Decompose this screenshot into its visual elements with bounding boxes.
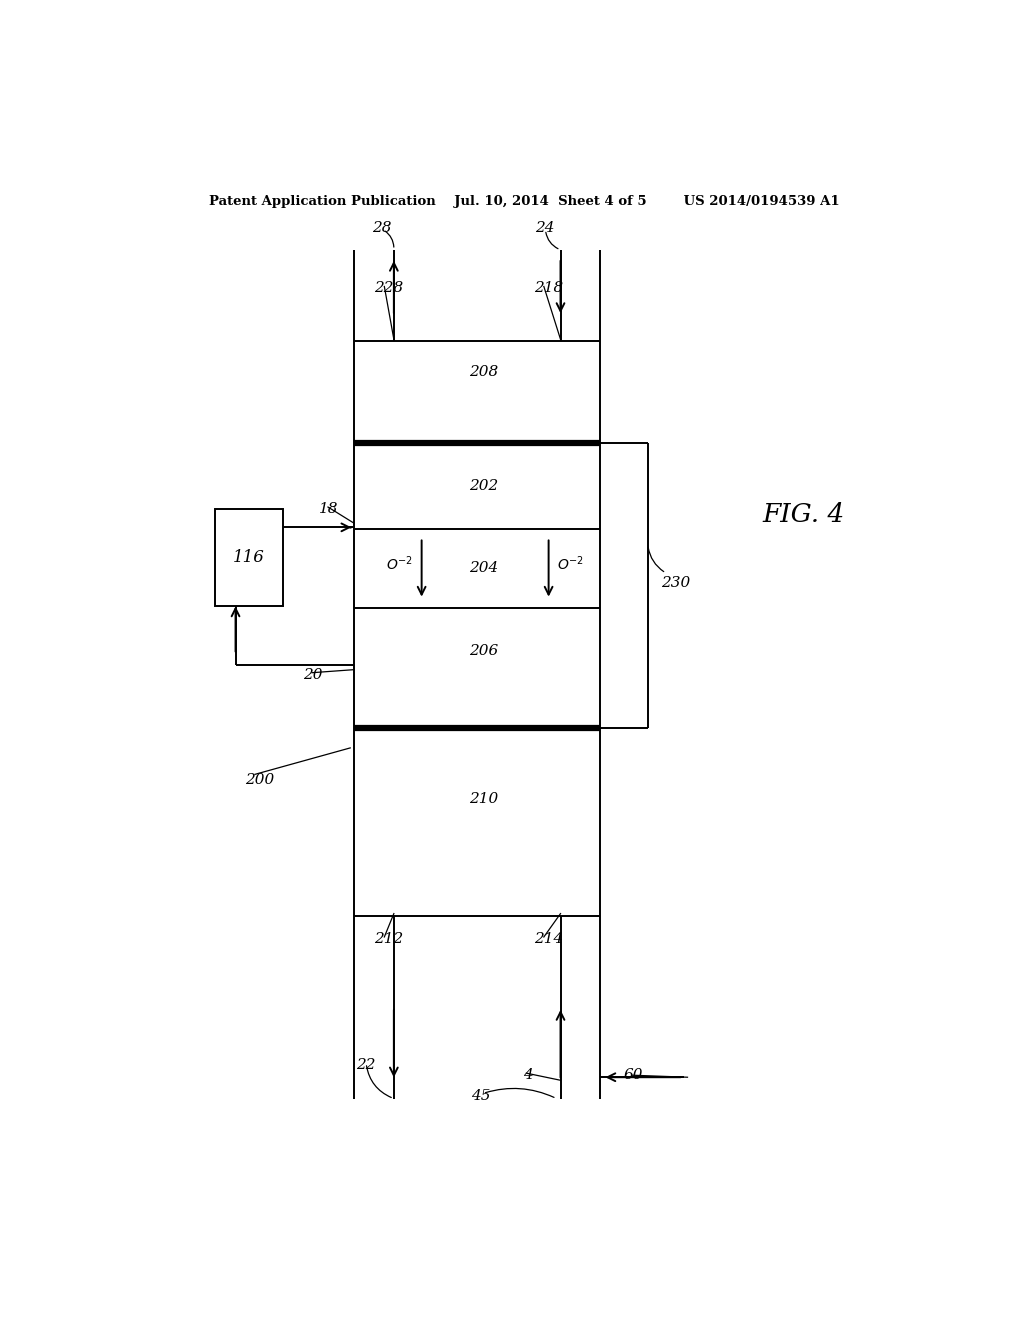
Text: 18: 18 [318,502,338,516]
Text: 212: 212 [374,932,403,946]
Text: 24: 24 [536,220,555,235]
Text: 116: 116 [233,549,265,566]
Text: 20: 20 [303,668,323,681]
Text: $O^{-2}$: $O^{-2}$ [557,554,584,573]
Text: 60: 60 [624,1068,643,1082]
Text: 206: 206 [469,644,499,659]
Text: 218: 218 [535,281,563,296]
Text: 210: 210 [469,792,499,805]
Text: 230: 230 [662,577,690,590]
Text: 200: 200 [246,774,274,788]
Text: 208: 208 [469,364,499,379]
Text: Patent Application Publication    Jul. 10, 2014  Sheet 4 of 5        US 2014/019: Patent Application Publication Jul. 10, … [210,194,840,207]
Text: 45: 45 [471,1089,490,1102]
Text: $O^{-2}$: $O^{-2}$ [386,554,414,573]
Text: 28: 28 [373,220,392,235]
Text: 228: 228 [374,281,403,296]
Text: 214: 214 [535,932,563,946]
Text: 22: 22 [356,1059,376,1072]
Text: 202: 202 [469,479,499,492]
Text: 204: 204 [469,561,499,576]
Text: 4: 4 [523,1068,532,1082]
Text: FIG. 4: FIG. 4 [763,502,845,527]
Bar [215,510,283,606]
